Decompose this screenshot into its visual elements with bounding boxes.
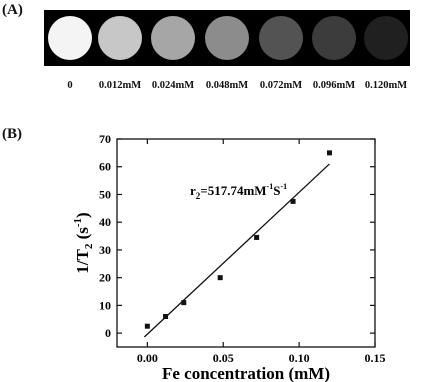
- data-point: [326, 150, 332, 156]
- panel-b-label: (B): [2, 126, 22, 142]
- phantom-circle: [151, 16, 195, 60]
- data-point: [254, 234, 260, 240]
- data-point: [290, 198, 296, 204]
- plot-frame: [116, 138, 376, 348]
- fit-line: [143, 163, 330, 338]
- concentration-label: 0.012mM: [98, 80, 142, 91]
- relaxivity-plot: 0.00 0.05 0.10 0.15 0 10 20 30 40 50 60 70 r2=517.7…: [72, 132, 386, 382]
- concentration-label: 0: [67, 80, 73, 91]
- phantom-circle: [259, 16, 303, 60]
- concentration-label: 0.096mM: [312, 80, 356, 91]
- x-tick-label: 0.00: [137, 351, 158, 365]
- data-point: [181, 300, 187, 306]
- concentration-label: 0.072mM: [259, 80, 303, 91]
- y-tick-label: 60: [99, 160, 111, 174]
- y-tick-label: 20: [99, 271, 111, 285]
- y-axis-label: 1/T2 (s-1): [72, 212, 95, 273]
- y-tick-label: 40: [99, 215, 111, 229]
- concentration-label: 0.024mM: [151, 80, 195, 91]
- data-point: [217, 275, 223, 281]
- y-tick-label: 70: [99, 132, 111, 146]
- phantom-circle: [364, 16, 408, 60]
- phantom-circle: [48, 16, 92, 60]
- x-tick-label: 0.10: [289, 351, 310, 365]
- y-tick-label: 30: [99, 243, 111, 257]
- phantom-circle: [98, 16, 142, 60]
- x-tick-label: 0.05: [213, 351, 234, 365]
- data-point: [163, 313, 169, 319]
- x-tick-label: 0.15: [365, 351, 386, 365]
- concentration-label: 0.120mM: [364, 80, 408, 91]
- relaxivity-annotation: r2=517.74mM-1S-1: [190, 182, 287, 201]
- y-tick-label: 50: [99, 187, 111, 201]
- phantom-circle: [205, 16, 249, 60]
- phantom-circle: [312, 16, 356, 60]
- y-tick-label: 0: [105, 326, 111, 340]
- panel-a-label: (A): [2, 2, 23, 18]
- x-axis-label: Fe concentration (mM): [162, 364, 330, 382]
- y-tick-label: 10: [99, 298, 111, 312]
- concentration-label: 0.048mM: [205, 80, 249, 91]
- phantom-strip: [44, 10, 410, 66]
- data-point: [144, 323, 150, 329]
